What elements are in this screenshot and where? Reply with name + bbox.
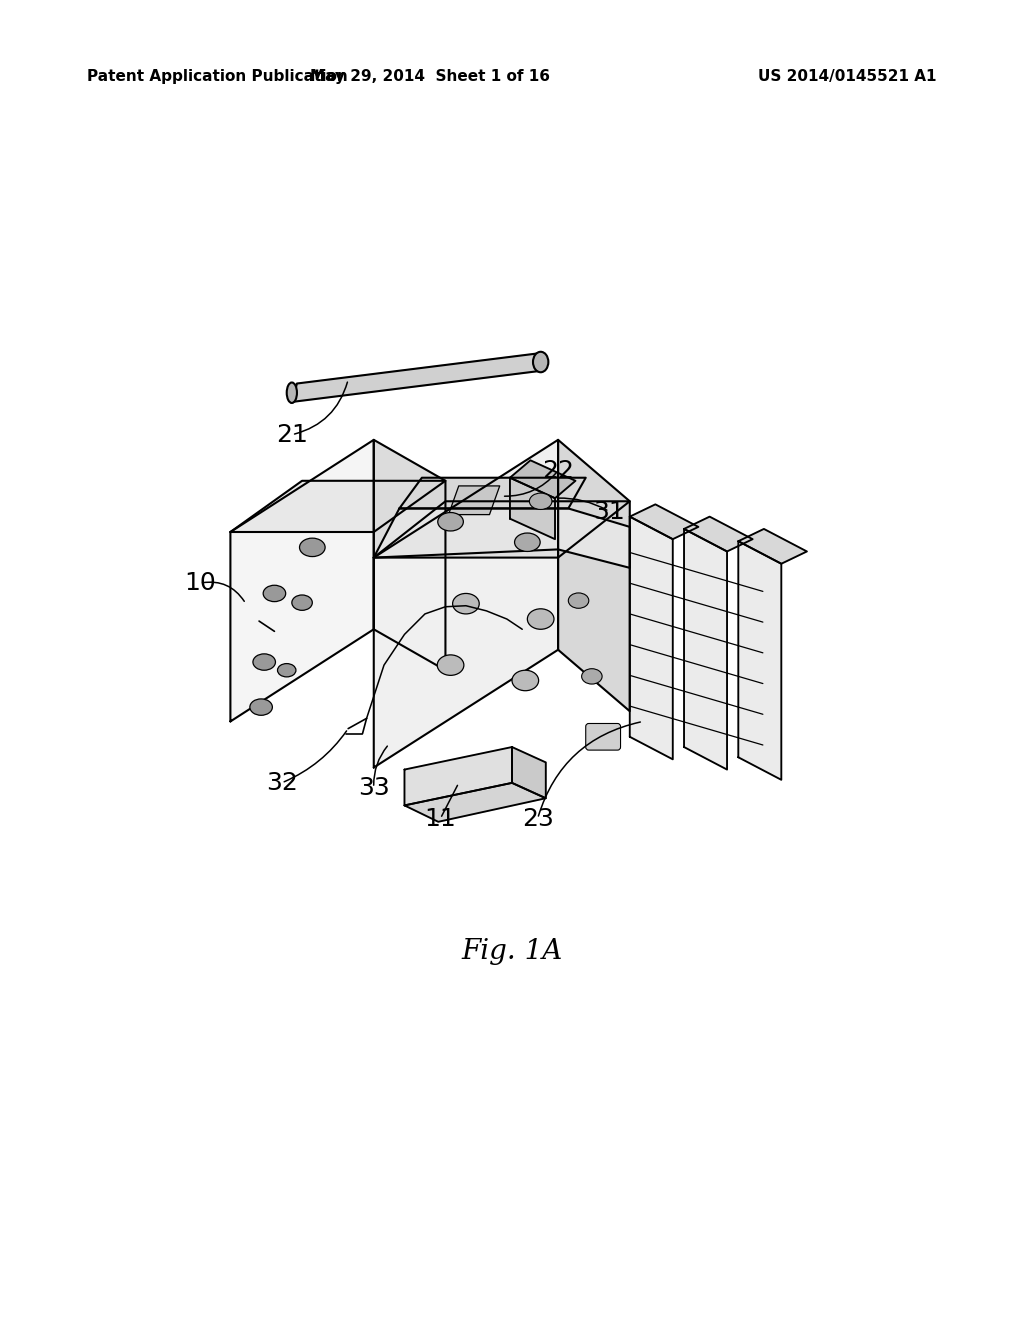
Ellipse shape	[437, 655, 464, 676]
Polygon shape	[292, 352, 543, 403]
Text: US 2014/0145521 A1: US 2014/0145521 A1	[759, 69, 937, 84]
FancyBboxPatch shape	[586, 723, 621, 750]
Ellipse shape	[512, 671, 539, 690]
Ellipse shape	[582, 669, 602, 684]
Text: 11: 11	[424, 807, 457, 830]
Polygon shape	[738, 529, 807, 564]
Ellipse shape	[529, 494, 552, 510]
Polygon shape	[230, 480, 445, 532]
Polygon shape	[374, 508, 630, 568]
Ellipse shape	[278, 664, 296, 677]
Text: 32: 32	[265, 771, 298, 795]
Polygon shape	[512, 747, 546, 799]
Ellipse shape	[515, 533, 541, 552]
Ellipse shape	[292, 595, 312, 610]
Ellipse shape	[287, 383, 297, 403]
Text: 23: 23	[521, 807, 554, 830]
Ellipse shape	[253, 653, 275, 671]
Polygon shape	[230, 440, 374, 722]
Polygon shape	[399, 478, 586, 508]
Polygon shape	[449, 486, 500, 515]
Polygon shape	[374, 440, 445, 671]
Ellipse shape	[438, 512, 463, 531]
Polygon shape	[374, 440, 558, 767]
Ellipse shape	[250, 698, 272, 715]
Ellipse shape	[263, 585, 286, 602]
Polygon shape	[374, 502, 630, 557]
Ellipse shape	[453, 594, 479, 614]
Ellipse shape	[534, 351, 549, 372]
Text: 21: 21	[275, 422, 308, 446]
Polygon shape	[404, 747, 512, 805]
Text: 33: 33	[357, 776, 390, 800]
Polygon shape	[510, 461, 575, 498]
Polygon shape	[630, 516, 673, 759]
Polygon shape	[684, 516, 753, 552]
Text: Patent Application Publication: Patent Application Publication	[87, 69, 348, 84]
Ellipse shape	[527, 609, 554, 630]
Polygon shape	[510, 478, 555, 539]
Text: May 29, 2014  Sheet 1 of 16: May 29, 2014 Sheet 1 of 16	[310, 69, 550, 84]
Text: 31: 31	[593, 499, 626, 524]
Ellipse shape	[299, 539, 326, 557]
Polygon shape	[738, 541, 781, 780]
Text: Fig. 1A: Fig. 1A	[462, 939, 562, 965]
Polygon shape	[558, 440, 630, 711]
Text: 22: 22	[542, 458, 574, 483]
Ellipse shape	[568, 593, 589, 609]
Polygon shape	[404, 783, 546, 822]
Text: 10: 10	[183, 572, 216, 595]
Polygon shape	[684, 529, 727, 770]
Polygon shape	[630, 504, 698, 539]
